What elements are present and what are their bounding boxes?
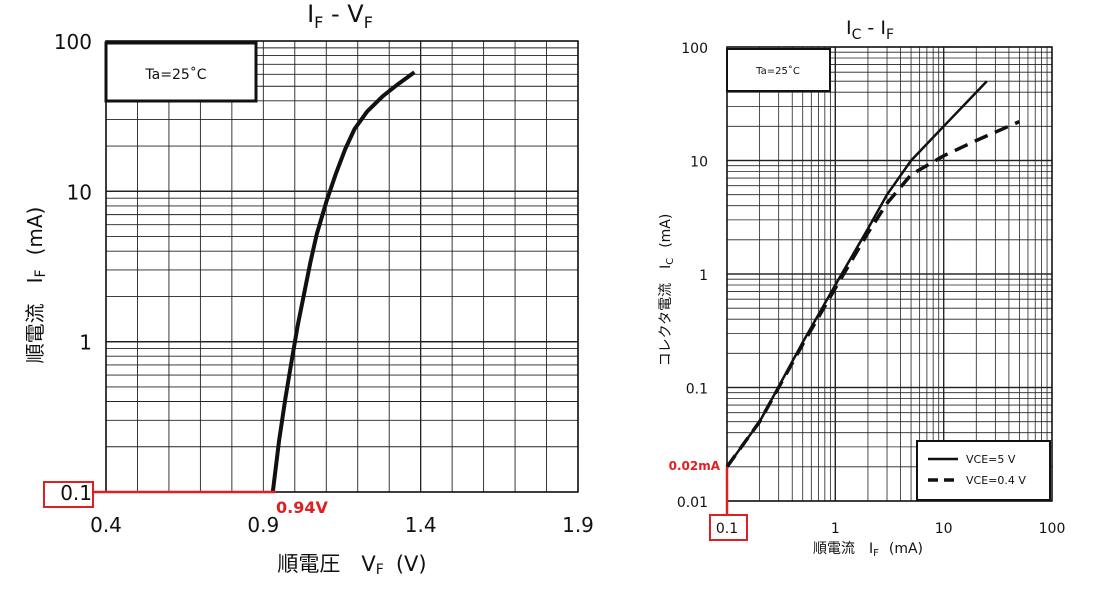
y-tick-labels: 0.1 1 10 100 xyxy=(54,30,92,505)
x-tick-label: 1.9 xyxy=(562,513,594,537)
y-tick-label: 10 xyxy=(690,155,708,171)
chart-title: IF - VF xyxy=(307,0,373,32)
chart-ic-if: IC - IF 0.01 0.1 1 10 100 0.1 1 10 100 順電流 IF (m… xyxy=(658,17,1065,559)
grid xyxy=(726,46,1053,502)
x-tick-label: 10 xyxy=(935,521,953,537)
series-line-if-vf xyxy=(270,70,416,493)
plot-frame xyxy=(726,46,1053,502)
y-tick-label: 10 xyxy=(67,180,92,204)
grid xyxy=(105,40,579,493)
y-tick-label: 100 xyxy=(54,30,92,54)
x-axis-label: 順電流 IF (mA) xyxy=(813,541,923,559)
x-tick-label: 0.1 xyxy=(716,521,738,537)
x-tick-labels: 0.1 1 10 100 xyxy=(716,521,1066,537)
legend-label-vce-04v: VCE=0.4 V xyxy=(966,474,1026,487)
highlight-label-002ma: 0.02mA xyxy=(669,459,721,473)
condition-box: Ta=25˚C xyxy=(726,48,831,92)
y-tick-label: 0.1 xyxy=(60,481,92,505)
x-tick-label: 1.4 xyxy=(405,513,437,537)
y-tick-label: 1 xyxy=(699,268,708,284)
x-axis-label: 順電圧 VF (V) xyxy=(277,552,426,578)
legend: VCE=5 V VCE=0.4 V xyxy=(916,440,1051,501)
y-tick-label: 0.1 xyxy=(686,382,708,398)
condition-box: Ta=25˚C xyxy=(104,41,258,103)
legend-label-vce-5v: VCE=5 V xyxy=(966,453,1016,466)
highlight-box-x xyxy=(709,514,748,541)
x-tick-label: 0.4 xyxy=(90,513,122,537)
x-tick-label: 0.9 xyxy=(247,513,279,537)
y-tick-label: 1 xyxy=(79,331,92,355)
highlight-label-094v: 0.94V xyxy=(276,498,328,517)
y-tick-label: 0.01 xyxy=(677,495,708,511)
series-line-vce-04v xyxy=(725,119,1021,468)
chart-if-vf: IF - VF 0.1 1 10 100 0.4 0.9 1.4 1.9 順電圧 VF (V)… xyxy=(23,0,594,578)
highlight-box-y xyxy=(43,481,94,508)
plot-frame xyxy=(105,40,579,493)
condition-label: Ta=25˚C xyxy=(144,66,206,83)
y-tick-label: 100 xyxy=(681,41,708,57)
x-tick-labels: 0.4 0.9 1.4 1.9 xyxy=(90,513,594,537)
y-axis-label: 順電流 IF(mA) xyxy=(23,207,49,364)
condition-label: Ta=25˚C xyxy=(755,65,800,77)
x-tick-label: 1 xyxy=(831,521,840,537)
y-tick-labels: 0.01 0.1 1 10 100 xyxy=(677,41,708,511)
chart-title: IC - IF xyxy=(846,17,894,43)
x-tick-label: 100 xyxy=(1039,521,1066,537)
y-axis-label: コレクタ電流 IC(mA) xyxy=(658,214,676,367)
